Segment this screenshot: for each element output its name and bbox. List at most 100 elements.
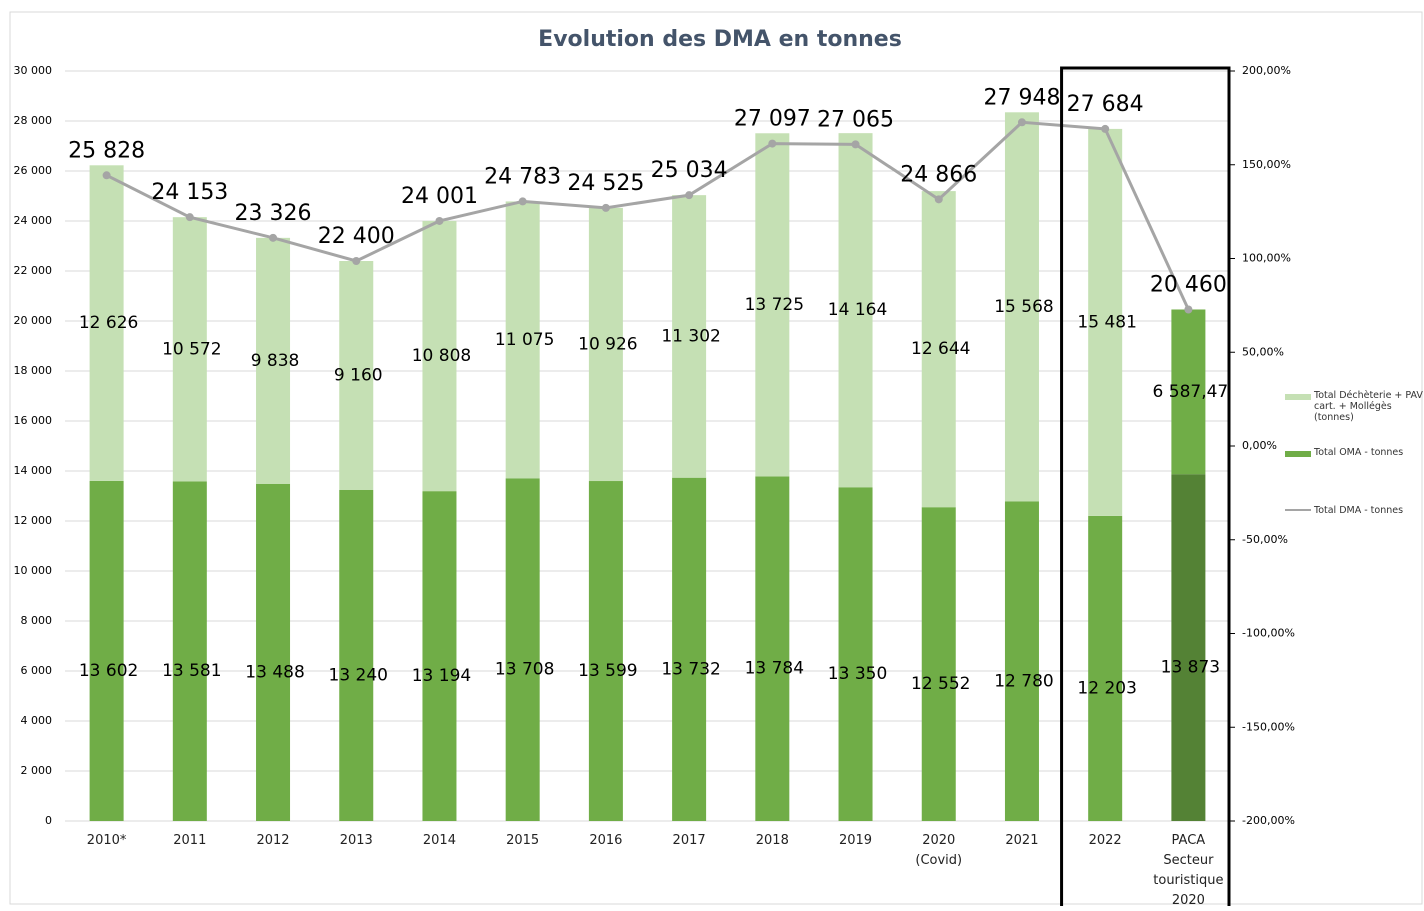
bar-segment xyxy=(339,261,374,490)
data-label: 27 684 xyxy=(1067,92,1144,117)
bar-segment xyxy=(921,507,956,821)
bar-segment xyxy=(1088,515,1123,821)
data-label: 9 838 xyxy=(251,351,300,371)
legend-swatch xyxy=(1285,394,1311,400)
line-marker xyxy=(601,203,610,212)
bar-segment xyxy=(838,133,873,488)
y-tick-label: 18 000 xyxy=(14,364,53,377)
data-label: 20 460 xyxy=(1150,273,1227,298)
x-tick-label: 2015 xyxy=(506,833,540,848)
data-label: 24 525 xyxy=(567,171,644,196)
x-tick-label: 2010* xyxy=(86,833,127,848)
data-label: 11 075 xyxy=(495,330,554,350)
bar-segment xyxy=(1004,501,1039,821)
y-tick-label: 28 000 xyxy=(14,114,53,127)
line-marker xyxy=(768,139,777,148)
bar-segment xyxy=(256,237,291,484)
y-tick-label: 0 xyxy=(45,814,52,827)
bar-segment xyxy=(1171,309,1206,475)
data-label: 10 572 xyxy=(162,339,221,359)
bar-segment xyxy=(672,195,707,478)
bar-segment xyxy=(1088,128,1123,516)
data-label: 13 784 xyxy=(745,659,804,679)
data-label: 22 400 xyxy=(318,224,395,249)
y-tick-label: 26 000 xyxy=(14,164,53,177)
bar-segment xyxy=(505,201,540,479)
legend-item: Total Déchèterie + PAV cart. + Mollégès … xyxy=(1285,390,1424,423)
data-label: 13 725 xyxy=(745,295,804,315)
x-tick-label: 2021 xyxy=(1005,833,1039,848)
bar-segment xyxy=(672,477,707,821)
line-marker xyxy=(685,191,694,200)
data-label: 25 828 xyxy=(68,138,145,163)
x-tick-label: 2018 xyxy=(755,833,789,848)
data-label: 10 808 xyxy=(412,346,471,366)
bar-segment xyxy=(588,481,623,821)
data-label: 12 552 xyxy=(911,674,970,694)
y2-tick-label: 150,00% xyxy=(1242,158,1291,171)
bar-segment xyxy=(172,217,207,482)
highlight-frame xyxy=(1060,66,1231,906)
bar-segment xyxy=(256,483,291,821)
bar-segment xyxy=(921,191,956,508)
chart-border xyxy=(9,11,1423,905)
line-marker xyxy=(352,257,361,265)
data-label: 13 350 xyxy=(828,664,887,684)
data-label: 24 153 xyxy=(151,180,228,205)
data-label: 24 001 xyxy=(401,184,478,209)
data-label: 9 160 xyxy=(334,366,383,386)
y-tick-label: 30 000 xyxy=(14,64,53,77)
data-label: 27 097 xyxy=(734,107,811,132)
y-tick-label: 22 000 xyxy=(14,264,53,277)
line-marker xyxy=(934,195,943,204)
x-tick-label: 2011 xyxy=(173,833,207,848)
legend-label: Total OMA - tonnes xyxy=(1314,447,1404,458)
x-tick-label: 2014 xyxy=(422,833,456,848)
y2-tick-label: -200,00% xyxy=(1242,814,1295,827)
x-tick-label: 2016 xyxy=(589,833,623,848)
line-marker xyxy=(1184,305,1193,314)
bar-segment xyxy=(1004,112,1039,502)
bar-segment xyxy=(755,133,790,477)
data-label: 13 708 xyxy=(495,660,554,680)
line xyxy=(105,120,1190,311)
data-label: 24 783 xyxy=(484,164,561,189)
y2-tick-label: 0,00% xyxy=(1242,439,1277,452)
legend-label: Total DMA - tonnes xyxy=(1314,505,1404,516)
bar-segment xyxy=(838,487,873,821)
y-tick-label: 4 000 xyxy=(21,714,53,727)
x-tick-label: 2012 xyxy=(256,833,290,848)
legend-swatch xyxy=(1285,451,1311,457)
x-tick-label: PACA Secteur touristique 2020 xyxy=(1153,833,1224,908)
data-label: 13 732 xyxy=(661,659,720,679)
data-label: 13 194 xyxy=(412,666,471,686)
y2-tick-label: 50,00% xyxy=(1242,345,1284,358)
data-label: 15 568 xyxy=(994,297,1053,317)
bar-segment xyxy=(89,480,124,821)
chart-title: Evolution des DMA en tonnes xyxy=(538,27,902,52)
data-label: 15 481 xyxy=(1077,312,1136,332)
data-label: 13 873 xyxy=(1161,658,1220,678)
legend-item: Total DMA - tonnes xyxy=(1285,505,1424,516)
y2-tick-label: -50,00% xyxy=(1242,533,1288,546)
bar-segment xyxy=(172,481,207,821)
data-label: 12 203 xyxy=(1077,678,1136,698)
legend-item: Total OMA - tonnes xyxy=(1285,447,1424,458)
bar-segment xyxy=(422,220,457,492)
x-tick-label: 2019 xyxy=(838,833,873,848)
data-label: 13 581 xyxy=(162,661,221,681)
line-marker xyxy=(269,233,278,242)
data-label: 12 626 xyxy=(79,313,138,333)
y-tick-label: 10 000 xyxy=(14,564,53,577)
data-label: 13 599 xyxy=(578,661,637,681)
y-tick-label: 16 000 xyxy=(14,414,53,427)
x-tick-label: 2022 xyxy=(1088,833,1122,848)
line-marker xyxy=(518,197,527,206)
data-label: 14 164 xyxy=(828,300,887,320)
line-marker xyxy=(1017,118,1026,127)
data-label: 12 644 xyxy=(911,339,970,359)
line-marker xyxy=(1101,124,1110,133)
line-marker xyxy=(851,140,860,149)
